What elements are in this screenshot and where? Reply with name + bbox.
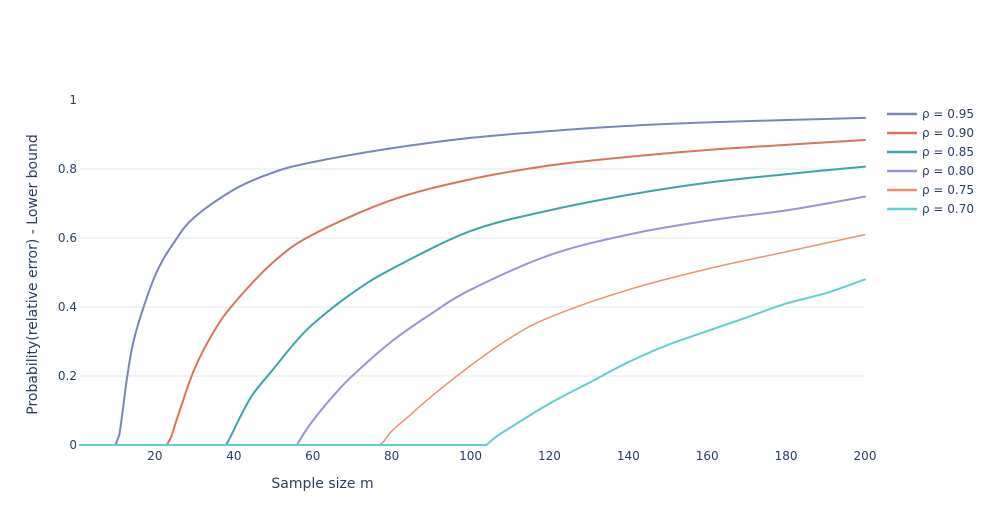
legend-label: ρ = 0.85 bbox=[922, 145, 974, 159]
x-tick-label: 200 bbox=[854, 449, 877, 463]
series-line-1 bbox=[79, 116, 866, 446]
series-line-4 bbox=[79, 195, 866, 446]
series-lines bbox=[79, 116, 866, 446]
legend-item[interactable]: ρ = 0.95 bbox=[887, 107, 974, 121]
legend-label: ρ = 0.80 bbox=[922, 164, 974, 178]
y-axis-title: Probability(relative error) - Lower boun… bbox=[25, 134, 41, 415]
series-line-6 bbox=[79, 278, 866, 446]
gridlines bbox=[80, 168, 865, 377]
x-tick-label: 120 bbox=[538, 449, 561, 463]
legend-item[interactable]: ρ = 0.80 bbox=[887, 164, 974, 178]
series-line-3 bbox=[79, 165, 866, 446]
x-tick-label: 40 bbox=[226, 449, 241, 463]
legend-label: ρ = 0.90 bbox=[922, 126, 974, 140]
series-line-2 bbox=[79, 139, 866, 446]
legend-item[interactable]: ρ = 0.85 bbox=[887, 145, 974, 159]
x-tick-label: 60 bbox=[305, 449, 320, 463]
legend-item[interactable]: ρ = 0.90 bbox=[887, 126, 974, 140]
x-tick-label: 140 bbox=[617, 449, 640, 463]
legend-label: ρ = 0.70 bbox=[922, 202, 974, 216]
legend-item[interactable]: ρ = 0.70 bbox=[887, 202, 974, 216]
x-tick-label: 100 bbox=[459, 449, 482, 463]
y-tick-label: 1 bbox=[69, 93, 77, 107]
y-tick-label: 0.6 bbox=[58, 231, 77, 245]
x-axis-title: Sample size m bbox=[271, 476, 373, 492]
x-axis-ticks: 20 40 60 80 100 120 140 160 180 200 bbox=[147, 449, 876, 463]
legend[interactable]: ρ = 0.95 ρ = 0.90 ρ = 0.85 ρ = 0.80 ρ = 0.75… bbox=[887, 107, 974, 216]
legend-item[interactable]: ρ = 0.75 bbox=[887, 183, 974, 197]
y-tick-label: 0.4 bbox=[58, 300, 77, 314]
series-line-5 bbox=[79, 233, 866, 446]
y-tick-label: 0.8 bbox=[58, 162, 77, 176]
y-tick-label: 0.2 bbox=[58, 369, 77, 383]
x-tick-label: 80 bbox=[384, 449, 399, 463]
y-tick-label: 0 bbox=[69, 438, 77, 452]
legend-label: ρ = 0.95 bbox=[922, 107, 974, 121]
x-tick-label: 180 bbox=[775, 449, 798, 463]
y-axis-ticks: 0 0.2 0.4 0.6 0.8 1 bbox=[58, 93, 77, 452]
legend-label: ρ = 0.75 bbox=[922, 183, 974, 197]
x-tick-label: 20 bbox=[147, 449, 162, 463]
x-tick-label: 160 bbox=[696, 449, 719, 463]
